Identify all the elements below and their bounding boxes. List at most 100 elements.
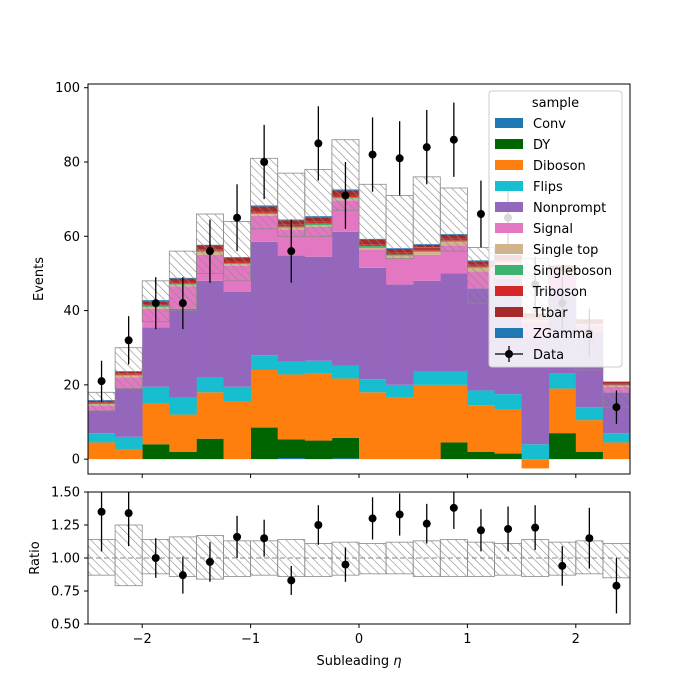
- uncertainty-band-bin: [439, 187, 468, 252]
- bar-diboson: [223, 401, 251, 460]
- bar-conv: [331, 458, 360, 460]
- legend: sample Conv DY Diboson Flips Nonprompt Signal S…: [488, 90, 623, 368]
- bar-nonprompt: [386, 284, 414, 385]
- uncertainty-band-bin: [277, 172, 306, 237]
- ratio-y-tick-label: 1.00: [51, 552, 80, 567]
- ratio-point: [558, 561, 567, 570]
- bar-dy: [169, 451, 197, 460]
- bar-nonprompt: [115, 388, 143, 437]
- ratio-point: [395, 510, 404, 519]
- ratio-panel: 0.50 0.75 1.00 1.25 1.50 −2 −1 0 1 2 Ratio Sublea…: [28, 486, 631, 669]
- ratio-point: [178, 571, 187, 580]
- bar-nonprompt: [196, 280, 224, 378]
- ratio-point: [449, 503, 458, 512]
- bar-diboson: [277, 374, 306, 440]
- uncertainty-band-bin: [412, 176, 441, 248]
- bar-dy: [277, 439, 306, 459]
- bar-dy: [575, 451, 604, 460]
- legend-label: Flips: [533, 180, 563, 195]
- data-point: [341, 191, 350, 200]
- bar-nonprompt: [88, 410, 116, 434]
- data-point: [612, 403, 621, 412]
- ratio-point: [341, 560, 350, 569]
- bar-flips: [277, 361, 306, 375]
- data-point: [260, 158, 269, 166]
- bar-diboson: [602, 442, 630, 460]
- y-tick-label: 80: [63, 156, 80, 171]
- bar-flips: [304, 360, 333, 374]
- ratio-y-tick-label: 0.50: [51, 618, 80, 633]
- bar-single-top: [359, 247, 387, 250]
- bar-diboson: [575, 420, 604, 452]
- ratio-point: [260, 534, 269, 543]
- x-tick-label: −2: [133, 632, 152, 647]
- ratio-point: [97, 507, 106, 516]
- uncertainty-band-bin: [358, 183, 387, 248]
- ratio-band-bin: [412, 540, 441, 577]
- bar-diboson: [196, 392, 224, 439]
- bar-diboson: [169, 414, 197, 452]
- x-tick-label: 1: [463, 632, 471, 647]
- ratio-point: [314, 521, 323, 529]
- data-point: [151, 299, 160, 308]
- ratio-band-bin: [304, 543, 333, 577]
- bar-flips: [331, 365, 360, 379]
- y-tick-label: 0: [72, 453, 80, 468]
- bar-dy: [494, 453, 522, 460]
- bar-dy: [331, 437, 360, 459]
- main-panel: 0 20 40 60 80 100 Events sample Conv DY Diboson F…: [32, 81, 631, 478]
- bar-diboson: [494, 409, 522, 454]
- y-axis-title-ratio: Ratio: [28, 541, 43, 574]
- ratio-point: [504, 524, 513, 533]
- legend-label: Singleboson: [533, 264, 612, 279]
- legend-title: sample: [532, 96, 579, 111]
- bar-flips: [440, 371, 468, 385]
- bar-triboson: [602, 383, 630, 385]
- ratio-point: [476, 526, 485, 535]
- y-axis-title-events: Events: [32, 257, 47, 301]
- legend-swatch: [495, 328, 523, 338]
- bar-dy: [440, 442, 468, 460]
- legend-swatch: [495, 160, 523, 170]
- main-axes: 0 20 40 60 80 100: [55, 81, 577, 478]
- legend-swatch: [495, 307, 523, 317]
- bar-nonprompt: [250, 241, 279, 356]
- y-tick-label: 20: [63, 378, 80, 393]
- legend-label: Conv: [533, 117, 566, 132]
- bar-diboson: [359, 392, 387, 460]
- bar-diboson: [115, 449, 143, 460]
- bar-flips: [521, 444, 550, 460]
- bar-diboson: [548, 388, 577, 434]
- bar-diboson: [331, 378, 360, 438]
- ratio-point: [287, 576, 296, 585]
- bar-flips: [467, 390, 495, 406]
- bar-singleboson: [413, 250, 441, 252]
- bar-dy: [304, 440, 333, 460]
- ratio-axes: 0.50 0.75 1.00 1.25 1.50 −2 −1 0 1 2: [51, 486, 580, 648]
- bar-flips: [88, 433, 116, 443]
- bar-nonprompt: [142, 327, 170, 387]
- ratio-point: [124, 509, 133, 518]
- bar-dy: [142, 444, 170, 460]
- legend-label: Single top: [533, 243, 598, 258]
- ratio-point: [585, 534, 594, 543]
- data-point: [368, 150, 377, 159]
- bar-ttbar: [602, 381, 630, 384]
- legend-label: Diboson: [533, 159, 586, 174]
- y-tick-label: 40: [63, 304, 80, 319]
- bar-nonprompt: [331, 231, 360, 366]
- bar-flips: [494, 394, 522, 409]
- legend-label: Nonprompt: [533, 201, 606, 216]
- bar-flips: [142, 386, 170, 404]
- bar-signal: [413, 254, 441, 281]
- bar-nonprompt: [413, 280, 441, 372]
- bar-diboson: [250, 370, 279, 428]
- legend-label: ZGamma: [533, 327, 593, 342]
- bar-diboson: [142, 403, 170, 445]
- legend-label: Signal: [533, 222, 573, 237]
- legend-swatch: [495, 223, 523, 233]
- bar-dy: [467, 451, 495, 460]
- ratio-y-tick-label: 1.50: [51, 486, 80, 501]
- bar-diboson: [521, 459, 550, 469]
